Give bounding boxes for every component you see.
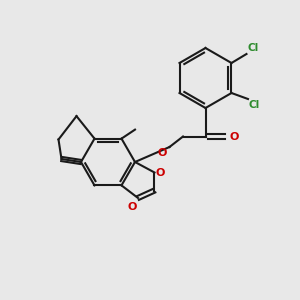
Text: Cl: Cl: [248, 43, 259, 53]
Text: O: O: [230, 131, 239, 142]
Text: O: O: [156, 167, 165, 178]
Text: O: O: [127, 202, 136, 212]
Text: O: O: [157, 148, 167, 158]
Text: Cl: Cl: [249, 100, 260, 110]
